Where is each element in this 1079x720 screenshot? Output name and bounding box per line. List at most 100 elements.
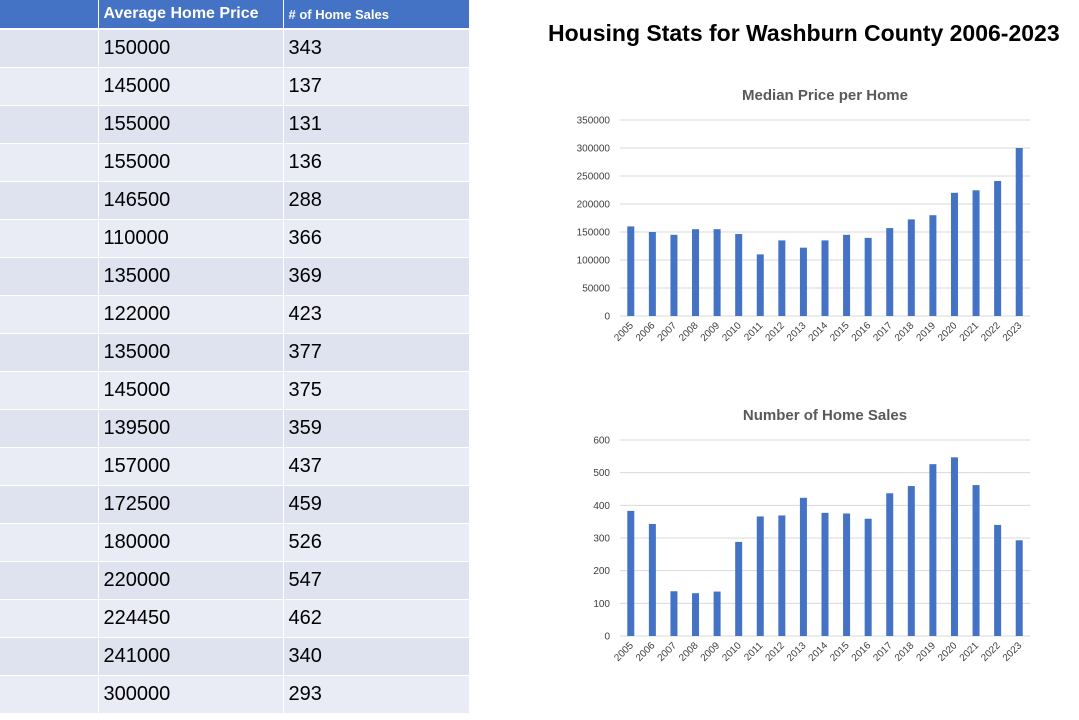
data-table: Average Home Price # of Home Sales 15000… <box>0 0 470 714</box>
price-bar <box>907 219 915 316</box>
sales-cell: 526 <box>283 523 470 562</box>
price-chart-title: Median Price per Home <box>742 87 908 104</box>
sales-cell: 343 <box>283 29 470 68</box>
price-bar <box>843 234 851 316</box>
sales-chart-title: Number of Home Sales <box>743 407 907 424</box>
sales-bar <box>907 486 915 636</box>
sales-bar <box>950 457 958 636</box>
sales-cell: 131 <box>283 105 470 144</box>
row-label-cell <box>0 143 99 182</box>
sales-cell: 423 <box>283 295 470 334</box>
price-x-tick-label: 2021 <box>958 320 982 344</box>
price-bar <box>994 181 1002 316</box>
median-price-chart: Median Price per Home 0 50000 100000 150000 2… <box>577 87 1030 344</box>
price-x-tick-label: 2014 <box>807 320 831 344</box>
table-row: 241000 340 <box>0 637 470 676</box>
row-label-cell <box>0 181 99 220</box>
row-label-cell <box>0 485 99 524</box>
sales-bar <box>799 497 807 636</box>
sales-x-tick-label: 2018 <box>893 640 917 664</box>
price-y-tick-label: 50000 <box>582 284 610 295</box>
sales-x-tick-label: 2008 <box>677 640 701 664</box>
sales-bar <box>864 518 872 636</box>
sales-cell: 136 <box>283 143 470 182</box>
sales-x-tick-label: 2010 <box>720 640 744 664</box>
price-cell: 300000 <box>98 675 284 714</box>
price-y-tick-label: 200000 <box>577 200 611 211</box>
sales-bar <box>713 591 721 636</box>
sales-bar <box>692 593 700 636</box>
table-row: 135000 369 <box>0 257 470 296</box>
price-x-tick-label: 2016 <box>850 320 874 344</box>
sales-cell: 369 <box>283 257 470 296</box>
sales-x-tick-label: 2022 <box>979 640 1003 664</box>
table-row: 145000 375 <box>0 371 470 410</box>
row-label-cell <box>0 295 99 334</box>
sales-x-tick-label: 2021 <box>958 640 982 664</box>
price-bar <box>864 237 872 316</box>
sales-x-tick-label: 2019 <box>915 640 939 664</box>
price-bar <box>713 229 721 316</box>
sales-x-tick-label: 2015 <box>828 640 852 664</box>
row-label-cell <box>0 219 99 258</box>
price-bar <box>886 228 894 316</box>
table-row: 135000 377 <box>0 333 470 372</box>
price-cell: 241000 <box>98 637 284 676</box>
price-bar <box>670 234 678 316</box>
row-label-cell <box>0 29 99 68</box>
row-label-cell <box>0 257 99 296</box>
sales-cell: 366 <box>283 219 470 258</box>
sales-cell: 547 <box>283 561 470 600</box>
price-cell: 135000 <box>98 257 284 296</box>
price-cell: 146500 <box>98 181 284 220</box>
sales-bar <box>886 493 894 636</box>
price-cell: 157000 <box>98 447 284 486</box>
row-label-cell <box>0 675 99 714</box>
sales-bar <box>648 523 656 636</box>
row-label-cell <box>0 105 99 144</box>
sales-x-tick-label: 2005 <box>612 640 636 664</box>
row-label-cell <box>0 523 99 562</box>
price-cell: 155000 <box>98 105 284 144</box>
sales-cell: 437 <box>283 447 470 486</box>
table-header-row: Average Home Price # of Home Sales <box>0 0 470 30</box>
sales-x-tick-label: 2011 <box>742 640 765 663</box>
sales-y-tick-label: 500 <box>593 468 610 479</box>
sales-x-tick-label: 2023 <box>1001 640 1025 664</box>
sales-bar <box>994 524 1002 636</box>
sales-x-tick-label: 2013 <box>785 640 809 664</box>
row-label-cell <box>0 333 99 372</box>
price-x-tick-label: 2007 <box>656 320 680 344</box>
table-row: 155000 136 <box>0 143 470 182</box>
price-bar <box>778 240 786 316</box>
table-row: 122000 423 <box>0 295 470 334</box>
sales-bar <box>735 541 743 636</box>
sales-x-tick-label: 2006 <box>634 640 658 664</box>
table-row: 224450 462 <box>0 599 470 638</box>
sales-y-tick-label: 300 <box>593 534 610 545</box>
table-body: 150000 343 145000 137 155000 131 155000 136 1465… <box>0 29 470 714</box>
price-x-tick-label: 2023 <box>1001 320 1025 344</box>
table-row: 145000 137 <box>0 67 470 106</box>
sales-bar <box>627 510 635 636</box>
row-label-cell <box>0 67 99 106</box>
price-x-tick-label: 2019 <box>915 320 939 344</box>
table-row: 150000 343 <box>0 29 470 68</box>
sales-bar <box>972 485 980 636</box>
price-bar <box>627 226 635 316</box>
sales-x-tick-label: 2012 <box>763 640 787 664</box>
price-x-tick-label: 2022 <box>979 320 1003 344</box>
sales-cell: 340 <box>283 637 470 676</box>
table-row: 180000 526 <box>0 523 470 562</box>
table-row: 146500 288 <box>0 181 470 220</box>
price-bar <box>735 233 743 316</box>
sales-cell: 377 <box>283 333 470 372</box>
sales-cell: 359 <box>283 409 470 448</box>
sales-bar <box>821 512 829 636</box>
price-x-tick-label: 2005 <box>612 320 636 344</box>
price-x-tick-label: 2010 <box>720 320 744 344</box>
price-x-tick-label: 2017 <box>871 320 895 344</box>
price-bar <box>692 229 700 316</box>
sales-cell: 462 <box>283 599 470 638</box>
header-blank <box>0 0 99 30</box>
